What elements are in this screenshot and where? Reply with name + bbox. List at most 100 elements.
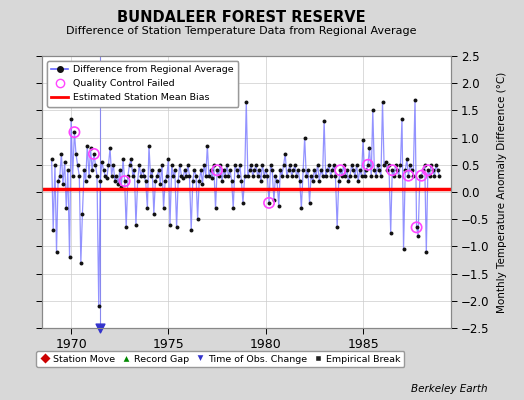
Point xyxy=(242,99,250,106)
Point xyxy=(57,151,66,157)
Point xyxy=(297,205,305,212)
Point xyxy=(419,167,427,174)
Point xyxy=(282,172,291,179)
Point xyxy=(361,172,369,179)
Point xyxy=(128,172,137,179)
Point xyxy=(116,167,124,174)
Point xyxy=(417,172,425,179)
Point xyxy=(196,167,205,174)
Point xyxy=(121,178,129,184)
Point xyxy=(86,145,95,152)
Point xyxy=(347,162,356,168)
Point xyxy=(137,172,145,179)
Point xyxy=(424,167,432,174)
Point xyxy=(261,167,270,174)
Point xyxy=(127,156,135,162)
Point xyxy=(62,205,70,212)
Point xyxy=(248,172,257,179)
Point xyxy=(125,162,134,168)
Point xyxy=(192,172,200,179)
Point xyxy=(140,172,148,179)
Point xyxy=(130,167,138,174)
Point xyxy=(425,172,434,179)
Point xyxy=(326,172,335,179)
Point xyxy=(78,210,86,217)
Point xyxy=(357,172,366,179)
Point xyxy=(330,162,338,168)
Point xyxy=(265,200,273,206)
Point xyxy=(328,167,336,174)
Point xyxy=(189,178,197,184)
Point xyxy=(362,167,370,174)
Point xyxy=(218,178,226,184)
Legend: Station Move, Record Gap, Time of Obs. Change, Empirical Break: Station Move, Record Gap, Time of Obs. C… xyxy=(36,351,405,367)
Point xyxy=(381,159,390,165)
Point xyxy=(312,172,320,179)
Point xyxy=(72,151,80,157)
Point xyxy=(174,178,182,184)
Point xyxy=(185,172,194,179)
Point xyxy=(289,167,298,174)
Point xyxy=(399,246,408,252)
Point xyxy=(354,178,363,184)
Point xyxy=(96,325,104,331)
Point xyxy=(285,167,293,174)
Point xyxy=(161,178,169,184)
Point xyxy=(338,172,346,179)
Point xyxy=(291,162,299,168)
Y-axis label: Monthly Temperature Anomaly Difference (°C): Monthly Temperature Anomaly Difference (… xyxy=(497,71,507,313)
Point xyxy=(320,118,329,124)
Point xyxy=(421,162,429,168)
Point xyxy=(281,151,289,157)
Point xyxy=(424,167,432,174)
Point xyxy=(343,167,351,174)
Point xyxy=(429,167,437,174)
Point xyxy=(427,162,435,168)
Point xyxy=(109,162,117,168)
Point xyxy=(255,167,264,174)
Point xyxy=(388,167,397,174)
Point xyxy=(155,167,163,174)
Point xyxy=(69,172,77,179)
Point xyxy=(279,162,288,168)
Point xyxy=(88,167,96,174)
Point xyxy=(299,167,307,174)
Point xyxy=(124,172,132,179)
Point xyxy=(372,172,380,179)
Point xyxy=(223,162,231,168)
Point xyxy=(177,172,185,179)
Point xyxy=(182,172,191,179)
Point xyxy=(315,178,323,184)
Point xyxy=(82,178,90,184)
Point xyxy=(221,172,230,179)
Point xyxy=(227,178,236,184)
Point xyxy=(94,303,103,310)
Point xyxy=(59,181,67,187)
Point xyxy=(51,162,59,168)
Point xyxy=(302,172,310,179)
Point xyxy=(340,162,348,168)
Point xyxy=(66,254,74,260)
Point xyxy=(263,172,271,179)
Point xyxy=(417,172,425,179)
Point xyxy=(146,172,155,179)
Point xyxy=(349,167,357,174)
Point xyxy=(351,172,359,179)
Point xyxy=(402,156,411,162)
Point xyxy=(412,224,421,230)
Point xyxy=(278,172,286,179)
Point xyxy=(341,172,350,179)
Point xyxy=(162,172,171,179)
Point xyxy=(176,162,184,168)
Point xyxy=(377,172,385,179)
Point xyxy=(213,167,221,174)
Point xyxy=(168,162,176,168)
Point xyxy=(211,205,220,212)
Point xyxy=(107,172,116,179)
Point xyxy=(214,172,223,179)
Point xyxy=(395,172,403,179)
Point xyxy=(190,167,199,174)
Point xyxy=(148,167,157,174)
Point xyxy=(409,172,418,179)
Point xyxy=(224,172,233,179)
